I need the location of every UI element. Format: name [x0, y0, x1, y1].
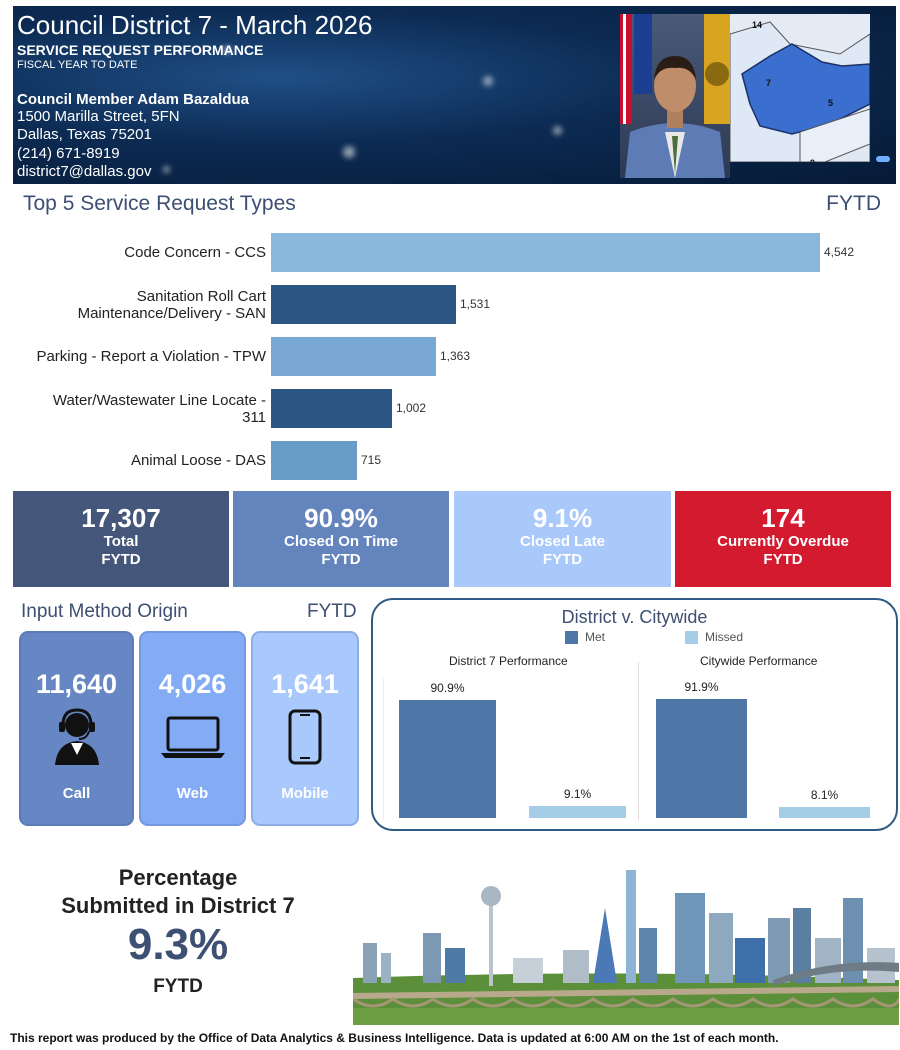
address-line-2: Dallas, Texas 75201 [17, 126, 152, 143]
top5-bar [271, 285, 456, 324]
kpi-closed-on-time-value: 90.9% [304, 503, 378, 533]
panel-divider [638, 662, 639, 820]
district-map: 14 7 5 9 [730, 14, 870, 162]
district-missed-bar [529, 806, 626, 818]
district-performance-title: District 7 Performance [449, 654, 568, 668]
map-label-14: 14 [752, 20, 762, 30]
input-mobile-label: Mobile [281, 785, 329, 802]
top5-bar [271, 389, 392, 428]
citywide-met-value: 91.9% [684, 680, 719, 694]
legend-met: Met [565, 630, 605, 644]
legend-met-label: Met [585, 630, 606, 644]
kpi-total-value: 17,307 [81, 503, 161, 533]
district-vs-citywide-panel: District v. Citywide Met Missed District… [371, 598, 898, 831]
citywide-missed-bar [779, 807, 870, 818]
district-met-bar [399, 700, 496, 818]
kpi-closed-on-time-label: Closed On Time [284, 533, 398, 550]
kpi-closed-on-time: 90.9% Closed On Time FYTD [233, 491, 449, 587]
input-card-call: 11,640 Call [19, 631, 134, 826]
top5-bar-value: 1,363 [440, 349, 471, 363]
report-title: Council District 7 - March 2026 [17, 10, 373, 40]
kpi-total-period: FYTD [101, 551, 141, 568]
top5-category-label: Water/Wastewater Line Locate -311 [52, 391, 266, 426]
call-center-agent-icon [21, 706, 132, 768]
input-web-value: 4,026 [158, 669, 227, 699]
kpi-closed-late-label: Closed Late [519, 533, 606, 550]
report-subtitle: SERVICE REQUEST PERFORMANCE [17, 42, 264, 58]
top5-category-label: Sanitation Roll Cart Maintenance/Delivery… [77, 287, 266, 322]
input-mobile-value: 1,641 [271, 669, 339, 699]
laptop-icon [141, 706, 244, 768]
legend-met-swatch [565, 630, 578, 644]
kpi-closed-late-value: 9.1% [532, 503, 593, 533]
input-card-web: 4,026 Web [139, 631, 246, 826]
top5-period-badge: FYTD [826, 192, 881, 215]
top5-bar [271, 441, 357, 480]
phone-number: (214) 671-8919 [17, 145, 120, 162]
kpi-overdue-period: FYTD [763, 551, 803, 568]
decorative-light [876, 156, 890, 162]
input-card-mobile: 1,641 Mobile [251, 631, 359, 826]
percentage-period: FYTD [153, 976, 203, 997]
top5-bar-value: 715 [361, 453, 382, 467]
dvc-title: District v. Citywide [561, 607, 708, 627]
dallas-skyline-image [353, 868, 899, 1025]
top5-category-label: Code Concern - CCS [124, 244, 266, 261]
kpi-total-label: Total [103, 533, 139, 550]
legend-missed-label: Missed [705, 630, 744, 644]
top5-title: Top 5 Service Request Types [23, 192, 296, 215]
kpi-total: 17,307 Total FYTD [13, 491, 229, 587]
email-address: district7@dallas.gov [17, 163, 152, 180]
legend-missed-swatch [685, 630, 698, 644]
top5-bar-value: 1,531 [460, 297, 491, 311]
report-footer: This report was produced by the Office o… [10, 1031, 779, 1045]
input-method-title: Input Method Origin [21, 601, 188, 622]
top5-bar-value: 4,542 [824, 245, 855, 259]
citywide-met-bar [656, 699, 747, 818]
input-call-label: Call [62, 785, 91, 802]
top5-category-label: Animal Loose - DAS [130, 452, 266, 469]
citywide-missed-value: 8.1% [810, 788, 839, 802]
council-member-name: Council Member Adam Bazaldua [17, 91, 249, 108]
percentage-submitted-block: Percentage Submitted in District 7 9.3% … [20, 864, 336, 998]
district-missed-value: 9.1% [563, 787, 592, 801]
input-method-period-badge: FYTD [307, 601, 357, 622]
input-call-value: 11,640 [35, 669, 118, 699]
kpi-currently-overdue: 174 Currently Overdue FYTD [675, 491, 891, 587]
legend-missed: Missed [685, 630, 743, 644]
input-web-label: Web [176, 785, 209, 802]
smartphone-icon [253, 706, 357, 768]
panel-axis-left [383, 678, 384, 820]
kpi-closed-late-period: FYTD [542, 551, 583, 568]
top5-bar [271, 233, 820, 272]
report-header: Council District 7 - March 2026 SERVICE … [13, 6, 896, 184]
top5-bar-value: 1,002 [396, 401, 427, 415]
percentage-title-line1: Percentage [118, 865, 238, 890]
citywide-performance-title: Citywide Performance [700, 654, 818, 668]
district-met-value: 90.9% [430, 681, 465, 695]
council-member-photo [620, 14, 730, 178]
map-label-9: 9 [810, 158, 815, 162]
report-period: FISCAL YEAR TO DATE [17, 59, 138, 71]
map-label-5: 5 [828, 98, 833, 108]
top5-category-label: Parking - Report a Violation - TPW [36, 348, 266, 365]
map-label-7: 7 [766, 78, 771, 88]
top5-bar [271, 337, 436, 376]
kpi-closed-late: 9.1% Closed Late FYTD [454, 491, 671, 587]
percentage-title-line2: Submitted in District 7 [61, 893, 295, 918]
percentage-value: 9.3% [127, 920, 229, 969]
kpi-overdue-value: 174 [761, 503, 805, 533]
address-line-1: 1500 Marilla Street, 5FN [17, 108, 180, 125]
kpi-overdue-label: Currently Overdue [717, 533, 849, 550]
kpi-closed-on-time-period: FYTD [321, 551, 361, 568]
